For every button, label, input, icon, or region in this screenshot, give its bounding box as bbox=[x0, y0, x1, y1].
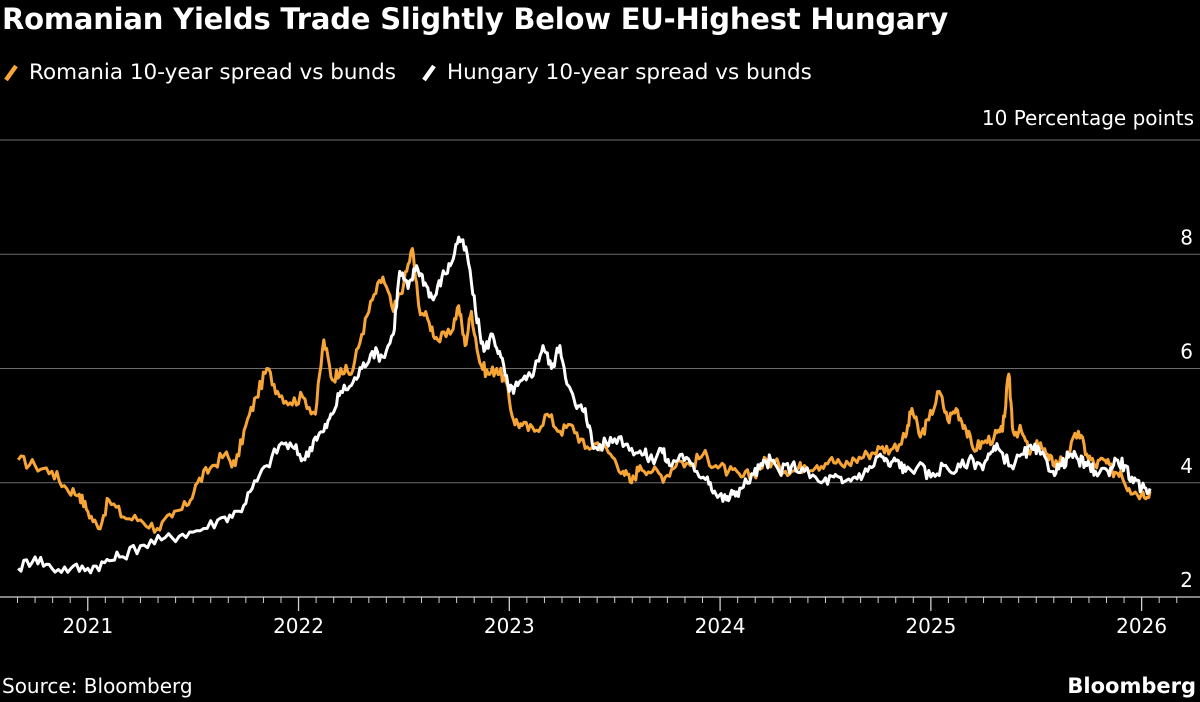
x-tick-label-2026: 2026 bbox=[1116, 614, 1167, 638]
legend-label-hungary: Hungary 10-year spread vs bunds bbox=[447, 60, 812, 85]
x-tick-label-2024: 2024 bbox=[695, 614, 746, 638]
brand-logo: Bloomberg bbox=[1067, 674, 1196, 698]
gridlines bbox=[0, 139, 1200, 484]
legend-swatch-romania bbox=[4, 64, 18, 81]
chart-title: Romanian Yields Trade Slightly Below EU-… bbox=[2, 2, 949, 36]
y-tick-label-2: 2 bbox=[1180, 568, 1193, 592]
legend-item-hungary: Hungary 10-year spread vs bunds bbox=[418, 60, 812, 85]
series-line-hungary bbox=[17, 235, 1152, 575]
series-lines bbox=[16, 235, 1152, 575]
y-axis-unit-label: 10 Percentage points bbox=[981, 106, 1194, 130]
legend-label-romania: Romania 10-year spread vs bunds bbox=[29, 60, 397, 85]
series-line-romania bbox=[16, 247, 1152, 534]
y-axis-ticks: 2 4 6 8 bbox=[1180, 225, 1193, 592]
y-tick-label-8: 8 bbox=[1180, 225, 1193, 249]
legend-swatch-hungary bbox=[422, 64, 436, 81]
legend: Romania 10-year spread vs bunds Hungary … bbox=[0, 60, 834, 85]
x-tick-label-2025: 2025 bbox=[905, 614, 956, 638]
x-tick-label-2022: 2022 bbox=[273, 614, 324, 638]
x-axis: 2021 2022 2023 2024 2025 2026 bbox=[0, 596, 1200, 638]
y-tick-label-6: 6 bbox=[1180, 340, 1193, 364]
source-note: Source: Bloomberg bbox=[2, 674, 193, 698]
x-tick-label-2023: 2023 bbox=[484, 614, 535, 638]
y-tick-label-4: 4 bbox=[1180, 454, 1193, 478]
legend-item-romania: Romania 10-year spread vs bunds bbox=[0, 60, 396, 85]
x-tick-label-2021: 2021 bbox=[62, 614, 113, 638]
